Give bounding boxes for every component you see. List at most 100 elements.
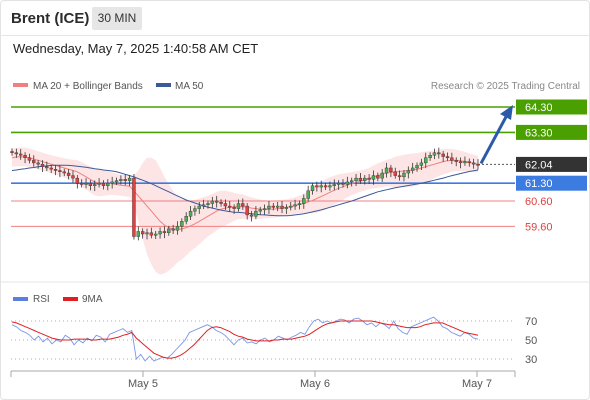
candle-body <box>162 231 167 233</box>
instrument-title: Brent (ICE) <box>11 10 90 27</box>
header-divider <box>0 35 590 36</box>
candle-body <box>171 228 175 231</box>
level-label-63-30: 63.30 <box>525 127 553 139</box>
candle-body <box>140 231 145 235</box>
candle-body <box>389 167 393 172</box>
candle-body <box>154 233 158 236</box>
candle-body <box>149 232 154 236</box>
candle-body <box>419 162 424 166</box>
candle-body <box>45 166 49 169</box>
projection-arrow-head <box>500 105 513 120</box>
candle-body <box>310 185 315 192</box>
rsi-tick-30: 30 <box>525 354 537 366</box>
candle-body <box>97 182 101 185</box>
candle-body <box>84 182 88 185</box>
candle-body <box>66 172 71 176</box>
level-label-box-63-30 <box>516 124 587 140</box>
candle-body <box>188 210 193 217</box>
candle-body <box>206 203 210 205</box>
legend-9ma-swatch <box>63 297 78 301</box>
candle-body <box>280 205 284 209</box>
candle-body <box>114 180 119 183</box>
candle-body <box>136 231 140 237</box>
candle-body <box>428 155 432 158</box>
legend-ma20-label: MA 20 + Bollinger Bands <box>33 81 143 92</box>
candle-body <box>341 182 345 185</box>
candle-body <box>201 204 206 207</box>
candle-body <box>193 208 197 212</box>
level-label-box-61-30 <box>516 175 587 191</box>
candle-body <box>354 177 358 181</box>
candle-body <box>232 207 236 209</box>
candle-body <box>71 175 75 179</box>
candle-body <box>363 177 367 181</box>
level-label-box-62-04 <box>516 156 587 172</box>
credit-text: Research © 2025 Trading Central <box>431 81 580 92</box>
moving-average-layer <box>11 156 479 230</box>
candle-body <box>302 198 306 204</box>
candle-body <box>415 165 419 169</box>
candle-body <box>384 167 389 174</box>
candlestick-layer <box>10 147 480 241</box>
candle-body <box>110 181 114 184</box>
timestamp: Wednesday, May 7, 2025 1:40:58 AM CET <box>13 41 259 56</box>
candle-body <box>476 163 480 166</box>
candle-body <box>210 200 215 204</box>
legend-9ma-label: 9MA <box>82 294 103 305</box>
legend-rsi-swatch <box>13 297 28 301</box>
candle-body <box>32 160 36 164</box>
candle-body <box>158 231 162 235</box>
candle-body <box>236 203 241 209</box>
candle-body <box>293 204 297 207</box>
candle-body <box>332 184 336 186</box>
ma20-line <box>11 156 479 230</box>
candle-body <box>258 209 262 212</box>
candle-body <box>27 157 32 161</box>
level-label-64-30: 64.30 <box>525 102 553 114</box>
timeframe-button[interactable]: 30 MIN <box>92 7 142 30</box>
candle-body <box>228 205 232 208</box>
candle-body <box>410 167 415 171</box>
candle-body <box>79 182 84 185</box>
candle-body <box>441 153 445 157</box>
candle-body <box>175 226 180 231</box>
ma50-line <box>11 164 479 217</box>
candle-body <box>180 221 184 227</box>
candle-body <box>197 205 201 209</box>
candle-body <box>397 175 402 178</box>
level-label-62-04: 62.04 <box>525 159 553 171</box>
x-tick-label-0: May 5 <box>128 378 158 390</box>
candle-body <box>93 184 97 186</box>
candle-body <box>23 155 27 158</box>
candle-body <box>445 156 450 158</box>
candle-body <box>19 153 23 156</box>
level-label-59-60: 59.60 <box>525 221 553 233</box>
candle-body <box>402 172 406 178</box>
level-label-box-64-30 <box>516 99 587 115</box>
candle-body <box>289 205 293 208</box>
candle-body <box>101 182 106 186</box>
level-label-60-60: 60.60 <box>525 196 553 208</box>
candle-body <box>350 180 354 183</box>
candle-body <box>223 203 228 207</box>
candle-body <box>249 214 254 217</box>
x-tick-label-1: May 6 <box>300 378 330 390</box>
legend-ma50-label: MA 50 <box>175 81 204 92</box>
level-label-61-30: 61.30 <box>525 178 553 190</box>
candle-body <box>406 170 411 174</box>
candle-body <box>106 182 110 186</box>
candle-body <box>267 205 271 209</box>
candle-body <box>58 170 62 172</box>
candle-body <box>245 205 249 216</box>
candle-body <box>119 179 123 181</box>
candle-body <box>184 216 188 222</box>
candle-body <box>328 185 332 188</box>
candle-body <box>53 169 58 171</box>
candle-body <box>471 162 476 165</box>
legend-ma20-swatch <box>13 83 28 87</box>
candle-body <box>88 182 93 186</box>
x-tick-label-2: May 7 <box>462 378 492 390</box>
candle-body <box>367 177 371 180</box>
candle-body <box>214 200 219 203</box>
